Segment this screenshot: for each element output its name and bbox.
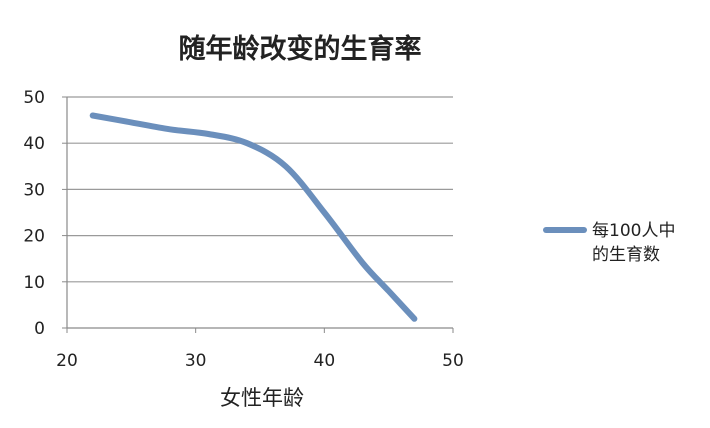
legend-label-line-2: 的生育数 (592, 245, 660, 265)
tick-labels: 0 10 20 30 40 50 20 30 40 50 (23, 88, 463, 371)
x-tick-label-40: 40 (314, 351, 336, 371)
series-line-0 (89, 112, 418, 322)
y-tick-label-10: 10 (23, 273, 45, 293)
axes (62, 96, 454, 333)
y-tick-label-20: 20 (23, 227, 45, 247)
x-tick-label-20: 20 (56, 351, 78, 371)
x-axis-label: 女性年龄 (220, 386, 304, 410)
y-tick-label-40: 40 (23, 134, 45, 154)
chart-title: 随年龄改变的生育率 (179, 33, 422, 65)
x-tick-label-30: 30 (185, 351, 207, 371)
x-tick-label-50: 50 (442, 351, 464, 371)
y-tick-label-30: 30 (23, 180, 45, 200)
series-layer (89, 112, 418, 322)
y-tick-label-50: 50 (23, 88, 45, 108)
legend-label-line-1: 每100人中 (592, 221, 675, 241)
legend: 每100人中 的生育数 (543, 221, 675, 265)
gridlines (67, 96, 453, 283)
y-tick-label-0: 0 (34, 319, 45, 339)
